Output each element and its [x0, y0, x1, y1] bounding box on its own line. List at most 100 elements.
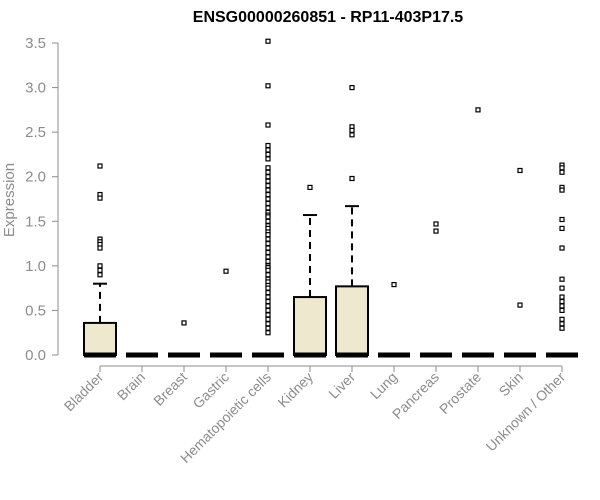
outlier-point — [265, 294, 271, 300]
outlier-point — [265, 254, 271, 260]
outlier-point — [265, 174, 271, 180]
outlier-point — [265, 267, 271, 273]
outlier-point — [265, 330, 271, 336]
outlier-point — [265, 258, 271, 264]
y-tick-label: 2.0 — [25, 169, 46, 186]
outlier-point — [349, 132, 355, 138]
outlier-point — [265, 156, 271, 162]
outlier-point — [475, 107, 481, 113]
y-tick-label: 0.0 — [25, 347, 46, 364]
outlier-point — [265, 307, 271, 314]
outlier-point — [265, 316, 271, 322]
box-group — [168, 320, 200, 358]
y-tick-label: 1.5 — [25, 213, 46, 230]
x-tick-label: Unknown / Other — [483, 369, 569, 455]
outlier-point — [265, 205, 271, 211]
y-axis: 0.0 0.5 1.0 1.5 2.0 2.5 3.0 3.5 — [25, 35, 59, 364]
outlier-point — [265, 83, 271, 89]
outlier-point — [181, 320, 187, 326]
y-tick-label: 0.5 — [25, 302, 46, 319]
outlier-point — [265, 38, 271, 44]
x-tick-label: Bladder — [61, 369, 107, 415]
outlier-point — [559, 303, 565, 309]
y-tick-label: 1.0 — [25, 258, 46, 275]
outlier-point — [265, 312, 271, 318]
outlier-point — [265, 196, 271, 202]
chart-title: ENSG00000260851 - RP11-403P17.5 — [193, 9, 464, 26]
outlier-point — [349, 127, 355, 133]
box-group — [293, 184, 327, 358]
outlier-point — [223, 268, 229, 274]
box-group — [252, 38, 284, 358]
outlier-point — [265, 290, 271, 296]
box-group — [335, 84, 369, 358]
outlier-point — [97, 195, 103, 201]
y-axis-label: Expression — [1, 163, 18, 237]
outlier-point — [559, 298, 565, 305]
outlier-point — [265, 298, 271, 305]
outlier-point — [265, 200, 271, 207]
box-group — [420, 221, 452, 358]
outlier-point — [559, 165, 565, 171]
y-tick-label: 3.0 — [25, 80, 46, 97]
outlier-point — [265, 272, 271, 278]
x-tick-label: Brain — [114, 369, 148, 403]
outlier-point — [349, 175, 355, 182]
outlier-point — [559, 187, 565, 193]
outlier-point — [307, 184, 313, 191]
box-rect — [83, 321, 117, 356]
outlier-point — [265, 183, 271, 189]
outlier-point — [97, 263, 103, 269]
outlier-point — [559, 307, 565, 314]
x-tick-label: Prostate — [436, 369, 484, 417]
outlier-point — [265, 122, 271, 128]
x-tick-label: Liver — [325, 369, 358, 402]
outlier-point — [265, 165, 271, 171]
outlier-point — [265, 142, 271, 149]
outlier-point — [97, 272, 103, 278]
outlier-point — [517, 302, 523, 308]
x-tick-label: Breast — [150, 369, 190, 409]
y-tick-label: 3.5 — [25, 35, 46, 52]
outlier-point — [265, 214, 271, 220]
outlier-point — [265, 240, 271, 247]
outlier-point — [559, 316, 565, 322]
outlier-point — [559, 285, 565, 291]
box-group — [210, 268, 242, 358]
outlier-point — [265, 169, 271, 175]
outlier-point — [265, 249, 271, 256]
outlier-point — [559, 169, 565, 175]
outlier-point — [559, 325, 565, 331]
outlier-point — [265, 147, 271, 153]
outlier-point — [265, 321, 271, 327]
outlier-point — [265, 151, 271, 158]
outlier-point — [559, 225, 565, 232]
x-tick-label: Kidney — [275, 369, 317, 411]
outlier-point — [559, 245, 565, 251]
outlier-point — [265, 178, 271, 184]
outlier-point — [349, 84, 355, 91]
box-group — [504, 167, 536, 358]
outlier-point — [265, 325, 271, 331]
x-tick-label: Lung — [367, 369, 400, 402]
outlier-point — [433, 221, 439, 227]
outlier-point — [97, 267, 103, 273]
outlier-point — [559, 216, 565, 223]
outlier-point — [265, 245, 271, 251]
box-rect — [335, 285, 369, 356]
outlier-point — [433, 228, 439, 234]
outlier-point — [559, 276, 565, 282]
outlier-point — [265, 187, 271, 193]
box-group — [462, 107, 494, 358]
outlier-point — [559, 294, 565, 300]
outlier-point — [517, 167, 523, 174]
box-group — [378, 281, 410, 358]
box-group — [83, 163, 117, 358]
box-group — [546, 162, 578, 358]
box-rect — [293, 296, 327, 356]
outlier-point — [559, 321, 565, 327]
outlier-point — [265, 218, 271, 224]
outlier-point — [97, 245, 103, 251]
